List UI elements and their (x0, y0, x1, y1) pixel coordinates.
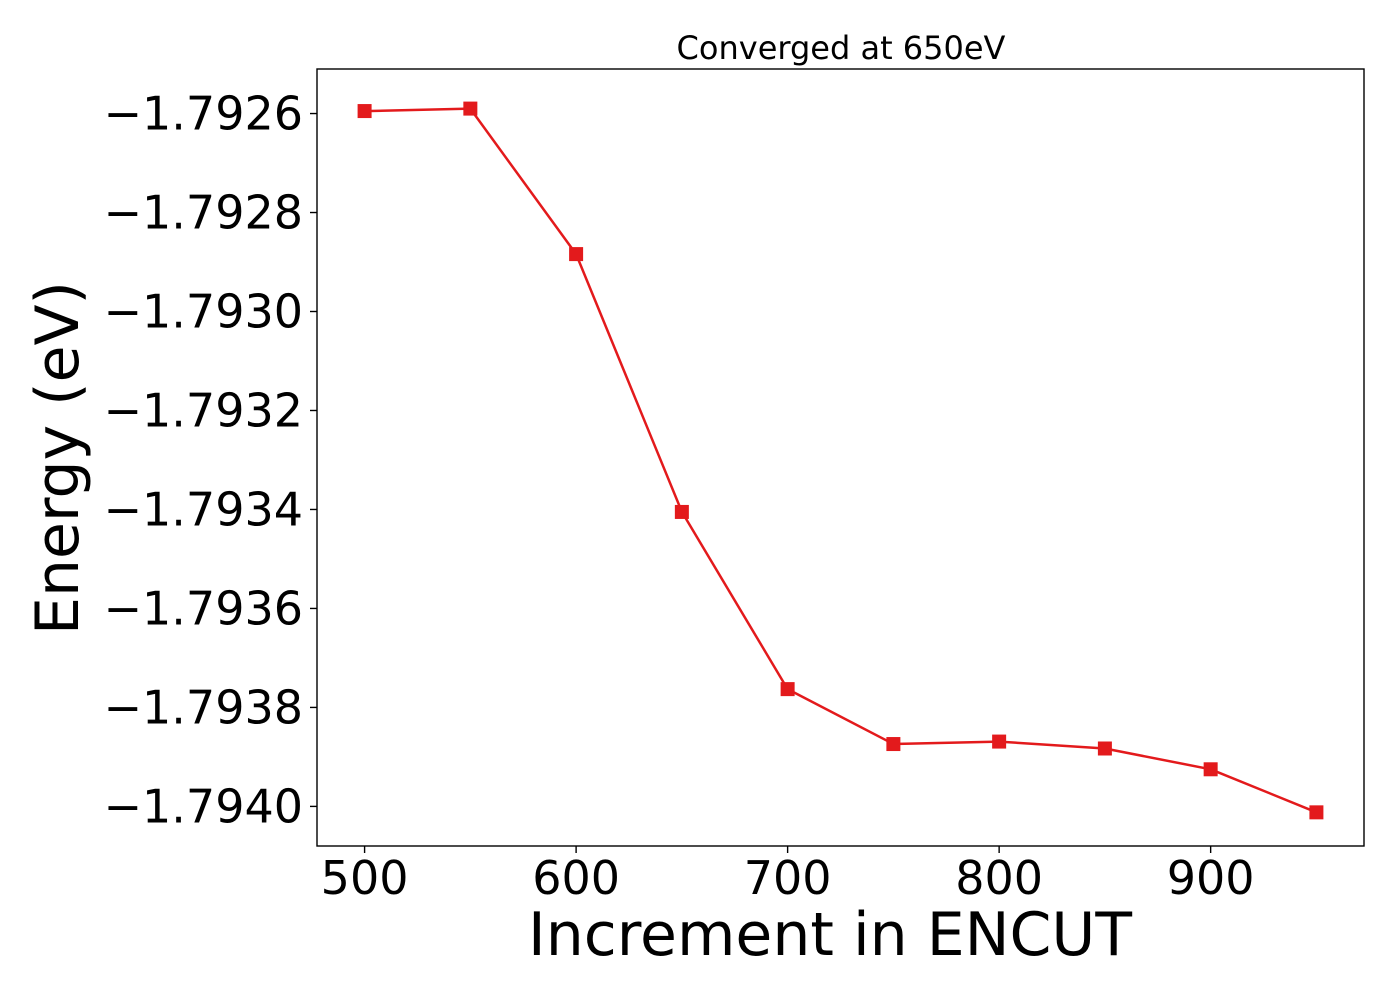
y-tick-label: −1.7940 (104, 779, 304, 833)
plot-area-frame (316, 68, 1365, 847)
series-line (364, 107, 1317, 814)
y-axis: −1.7926 −1.7928 −1.7930 −1.7932 −1.7934 −1.79… (104, 87, 317, 833)
x-tick-label: 600 (532, 851, 620, 905)
x-axis: 500 600 700 800 900 (321, 846, 1255, 905)
chart-title: Converged at 650eV (677, 29, 1006, 67)
data-point-marker (1097, 741, 1112, 756)
y-axis-label: Energy (eV) (23, 281, 93, 635)
x-tick-label: 700 (744, 851, 832, 905)
y-tick-label: −1.7938 (104, 680, 304, 734)
y-tick-label: −1.7936 (104, 581, 304, 635)
data-point-marker (886, 737, 901, 752)
x-axis-label: Increment in ENCUT (528, 900, 1132, 970)
y-tick-label: −1.7932 (104, 383, 304, 437)
x-tick-label: 900 (1167, 851, 1255, 905)
y-tick-label: −1.7926 (104, 87, 304, 141)
data-point-marker (1203, 762, 1218, 777)
data-point-marker (674, 504, 689, 519)
series-layer (357, 101, 1324, 820)
data-point-marker (1309, 805, 1324, 820)
x-tick-label: 500 (321, 851, 409, 905)
data-point-marker (463, 101, 478, 116)
y-tick-label: −1.7934 (104, 482, 304, 536)
data-point-marker (780, 682, 795, 697)
y-tick-label: −1.7928 (104, 186, 304, 240)
x-tick-label: 800 (955, 851, 1043, 905)
data-point-marker (569, 247, 584, 262)
data-point-marker (357, 104, 372, 119)
data-point-marker (992, 734, 1007, 749)
y-tick-label: −1.7930 (104, 285, 304, 339)
